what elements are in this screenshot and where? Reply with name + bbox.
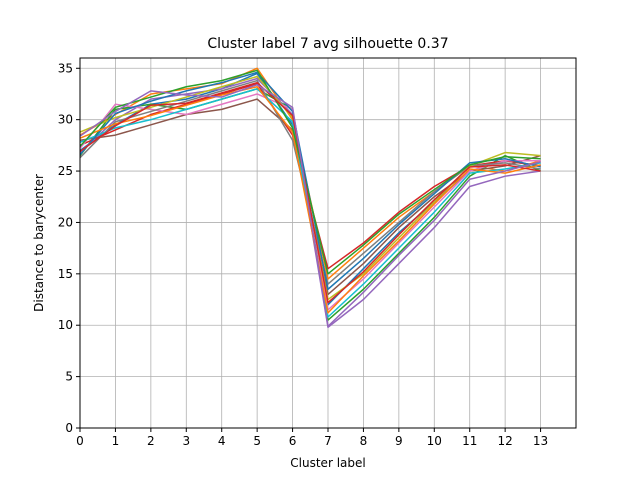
x-tick-label: 1: [112, 434, 120, 448]
x-tick-label: 8: [360, 434, 368, 448]
x-tick-label: 0: [76, 434, 84, 448]
series-line-12: [80, 69, 541, 275]
x-tick-label: 11: [462, 434, 477, 448]
x-axis-ticks: 0 1 2 3 4 5 6 7 8 9 10 11 12 13: [76, 428, 548, 448]
y-tick-label: 35: [58, 61, 73, 75]
x-tick-label: 4: [218, 434, 226, 448]
chart-title: Cluster label 7 avg silhouette 0.37: [207, 36, 448, 52]
x-tick-label: 13: [533, 434, 548, 448]
x-tick-label: 3: [182, 434, 190, 448]
x-tick-label: 2: [147, 434, 155, 448]
y-tick-label: 10: [58, 318, 73, 332]
x-tick-label: 6: [289, 434, 297, 448]
series-line-13: [80, 81, 541, 304]
y-tick-label: 30: [58, 113, 73, 127]
series-line-14: [80, 83, 541, 327]
x-tick-label: 12: [498, 434, 513, 448]
plot-area: [80, 67, 541, 329]
series-line-11: [80, 86, 541, 314]
y-axis-ticks: 0 5 10 15 20 25 30 35: [58, 61, 80, 435]
y-tick-label: 0: [65, 421, 73, 435]
y-tick-label: 25: [58, 164, 73, 178]
series-lines: [80, 67, 541, 329]
y-tick-label: 20: [58, 215, 73, 229]
x-axis-label: Cluster label: [290, 456, 365, 470]
y-tick-label: 5: [65, 370, 73, 384]
series-line-7: [80, 79, 541, 285]
y-tick-label: 15: [58, 267, 73, 281]
x-tick-label: 7: [324, 434, 332, 448]
series-line-8: [80, 75, 541, 301]
x-tick-label: 5: [253, 434, 261, 448]
x-tick-label: 9: [395, 434, 403, 448]
y-axis-label: Distance to barycenter: [32, 174, 46, 312]
x-tick-label: 10: [427, 434, 442, 448]
